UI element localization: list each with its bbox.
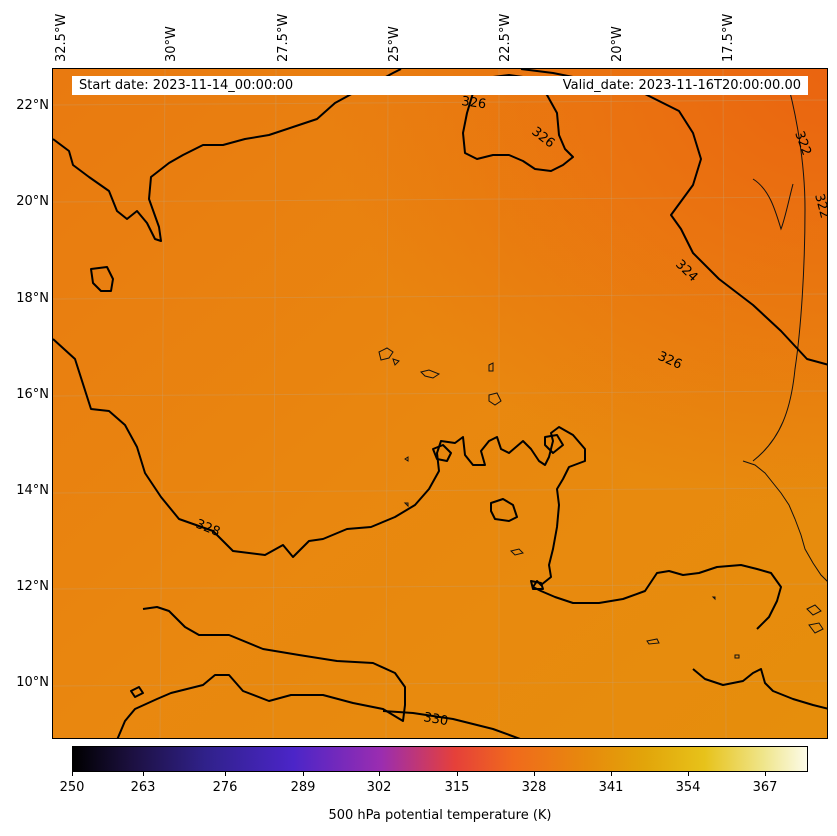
colorbar-tick — [143, 772, 144, 776]
colorbar-label: 328 — [521, 780, 547, 795]
colorbar-label: 315 — [444, 780, 470, 795]
colorbar-label: 263 — [130, 780, 156, 795]
lon-label: 22.5°W — [498, 13, 513, 62]
colorbar-title: 500 hPa potential temperature (K) — [328, 808, 552, 823]
lon-label: 25°W — [387, 26, 402, 62]
colorbar-label: 276 — [212, 780, 238, 795]
valid-date: Valid_date: 2023-11-16T20:00:00.00 — [562, 78, 801, 93]
contour-lines — [53, 69, 827, 738]
colorbar-tick — [303, 772, 304, 776]
contour-label: 326 — [460, 94, 487, 112]
colorbar-label: 289 — [290, 780, 316, 795]
start-date: Start date: 2023-11-14_00:00:00 — [79, 78, 294, 93]
lon-label: 27.5°W — [276, 13, 291, 62]
map-panel[interactable]: 326 326 322 322 324 326 328 330 — [52, 68, 828, 739]
colorbar-tick — [611, 772, 612, 776]
lat-label: 12°N — [16, 579, 49, 594]
colorbar-tick — [688, 772, 689, 776]
contour-label: 330 — [422, 710, 449, 729]
date-info-bar: Start date: 2023-11-14_00:00:00 Valid_da… — [72, 76, 808, 95]
lat-label: 10°N — [16, 675, 49, 690]
coastline — [378, 76, 827, 659]
warm-region-shading — [53, 69, 827, 738]
lon-label: 32.5°W — [54, 13, 69, 62]
lon-label: 30°W — [164, 26, 179, 62]
lat-label: 18°N — [16, 291, 49, 306]
graticule — [53, 69, 827, 738]
colorbar — [72, 746, 808, 772]
map-canvas: 326 326 322 322 324 326 328 330 — [53, 69, 827, 738]
lat-label: 14°N — [16, 483, 49, 498]
lat-label: 20°N — [16, 194, 49, 209]
lat-label: 22°N — [16, 98, 49, 113]
colorbar-tick — [379, 772, 380, 776]
colorbar-label: 302 — [366, 780, 392, 795]
lon-label: 20°W — [610, 26, 625, 62]
lon-label: 17.5°W — [721, 13, 736, 62]
lat-label: 16°N — [16, 387, 49, 402]
colorbar-label: 367 — [752, 780, 778, 795]
colorbar-tick — [457, 772, 458, 776]
colorbar-tick — [72, 772, 73, 776]
colorbar-tick — [225, 772, 226, 776]
colorbar-label: 250 — [59, 780, 85, 795]
colorbar-label: 341 — [598, 780, 624, 795]
colorbar-tick — [765, 772, 766, 776]
colorbar-tick — [534, 772, 535, 776]
colorbar-label: 354 — [675, 780, 701, 795]
